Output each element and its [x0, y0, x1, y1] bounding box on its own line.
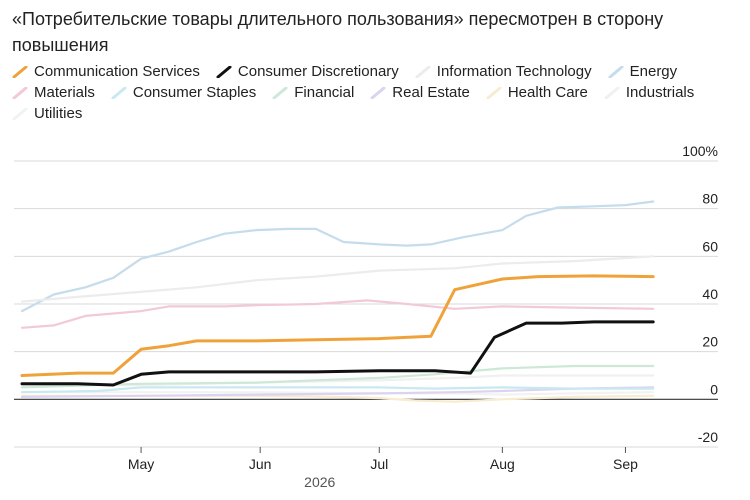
- y-tick-label: 100%: [682, 143, 718, 159]
- legend-item-energy: Energy: [608, 63, 678, 81]
- legend-swatch-consumer-staples: [111, 87, 127, 99]
- legend-label: Real Estate: [392, 84, 470, 101]
- series-line-materials: [20, 299, 655, 329]
- legend-item-real-estate: Real Estate: [370, 84, 470, 102]
- legend-swatch-industrials: [604, 87, 620, 99]
- legend-label: Health Care: [507, 84, 588, 101]
- legend-item-utilities: Utilities: [12, 105, 82, 123]
- x-tick-label: Jul: [370, 456, 388, 472]
- x-tick-label: May: [128, 456, 154, 472]
- y-tick-label: -20: [698, 429, 718, 445]
- y-tick-label: 40: [702, 286, 718, 302]
- series-line-information-technology: [20, 255, 655, 303]
- legend-swatch-utilities: [12, 108, 28, 120]
- legend-label: Industrials: [625, 84, 695, 101]
- legend-label: Consumer Discretionary: [237, 63, 399, 80]
- legend-label: Financial: [294, 84, 355, 101]
- legend-label: Utilities: [34, 105, 83, 122]
- legend: Communication Services Consumer Discretio…: [12, 63, 742, 123]
- series-line-energy: [20, 200, 655, 313]
- muted-series-layer: [20, 200, 655, 403]
- legend-item-consumer-discretionary: Consumer Discretionary: [216, 63, 399, 81]
- y-tick-label: 20: [702, 334, 718, 350]
- legend-label: Information Technology: [436, 63, 592, 80]
- x-axis-ticks: May Jun Jul Aug Sep: [128, 447, 638, 472]
- legend-item-communication-services: Communication Services: [12, 63, 200, 81]
- legend-label: Energy: [629, 63, 678, 80]
- chart-title: «Потребительские товары длительного поль…: [12, 9, 664, 55]
- y-tick-label: 80: [702, 191, 718, 207]
- legend-label: Consumer Staples: [132, 84, 257, 101]
- series-line-financial: [20, 364, 655, 389]
- legend-swatch-consumer-discretionary: [216, 66, 232, 78]
- legend-item-health-care: Health Care: [486, 84, 588, 102]
- legend-item-materials: Materials: [12, 84, 95, 102]
- legend-swatch-information-technology: [415, 66, 431, 78]
- highlighted-series-layer: [20, 274, 655, 387]
- legend-label: Communication Services: [34, 63, 200, 80]
- gridlines: [14, 160, 718, 448]
- legend-item-industrials: Industrials: [604, 84, 694, 102]
- series-line-communication-services: [20, 274, 655, 377]
- x-tick-label: Sep: [613, 456, 638, 472]
- legend-item-financial: Financial: [272, 84, 354, 102]
- legend-swatch-health-care: [486, 87, 502, 99]
- y-tick-label: 60: [702, 238, 718, 254]
- legend-swatch-real-estate: [370, 87, 386, 99]
- y-axis-ticks: 100% 80 60 40 20 0 -20: [682, 143, 718, 445]
- legend-label: Materials: [34, 84, 95, 101]
- legend-swatch-financial: [272, 87, 288, 99]
- legend-swatch-communication-services: [12, 66, 28, 78]
- x-axis-year-label: 2026: [304, 474, 335, 490]
- y-tick-label: 0: [710, 381, 718, 397]
- x-tick-label: Jun: [249, 456, 272, 472]
- legend-item-consumer-staples: Consumer Staples: [111, 84, 256, 102]
- legend-item-information-technology: Information Technology: [415, 63, 592, 81]
- series-line-consumer-staples: [20, 386, 655, 394]
- legend-swatch-materials: [12, 87, 28, 99]
- legend-swatch-energy: [608, 66, 624, 78]
- series-line-consumer-discretionary: [20, 320, 655, 387]
- x-tick-label: Aug: [490, 456, 515, 472]
